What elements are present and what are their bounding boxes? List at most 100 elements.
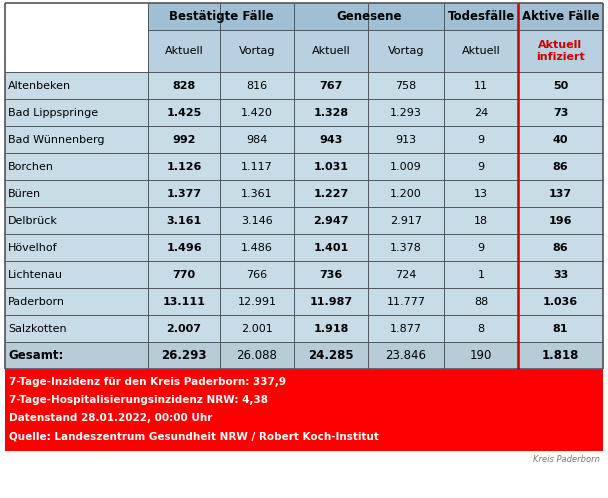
Text: 9: 9 <box>477 243 485 252</box>
Text: 13: 13 <box>474 189 488 199</box>
Text: 7-Tage-Inzidenz für den Kreis Paderborn: 337,9: 7-Tage-Inzidenz für den Kreis Paderborn:… <box>9 377 286 387</box>
Bar <box>5 180 603 207</box>
Text: Datenstand 28.01.2022, 00:00 Uhr: Datenstand 28.01.2022, 00:00 Uhr <box>9 413 212 423</box>
Text: 9: 9 <box>477 134 485 144</box>
Text: Aktuell: Aktuell <box>165 46 203 56</box>
Text: 816: 816 <box>246 81 268 91</box>
Text: 40: 40 <box>553 134 568 144</box>
Text: 9: 9 <box>477 161 485 171</box>
Text: 1.486: 1.486 <box>241 243 273 252</box>
Bar <box>148 3 603 30</box>
Text: 33: 33 <box>553 269 568 279</box>
Text: 1.918: 1.918 <box>313 324 348 334</box>
Bar <box>5 72 603 99</box>
Text: 12.991: 12.991 <box>238 296 277 306</box>
Text: 1.377: 1.377 <box>167 189 202 199</box>
Text: 1.378: 1.378 <box>390 243 422 252</box>
Text: Altenbeken: Altenbeken <box>8 81 71 91</box>
Text: 913: 913 <box>395 134 416 144</box>
Text: 1.420: 1.420 <box>241 108 273 118</box>
Text: 13.111: 13.111 <box>162 296 206 306</box>
Text: Aktuell: Aktuell <box>312 46 350 56</box>
Text: 758: 758 <box>395 81 416 91</box>
Text: Vortag: Vortag <box>239 46 275 56</box>
Text: 943: 943 <box>319 134 343 144</box>
Text: 1.361: 1.361 <box>241 189 273 199</box>
Text: Aktuell: Aktuell <box>461 46 500 56</box>
Text: 1.496: 1.496 <box>166 243 202 252</box>
Text: 2.001: 2.001 <box>241 324 273 334</box>
Text: 26.088: 26.088 <box>237 349 277 362</box>
Bar <box>5 369 603 451</box>
Text: 1.031: 1.031 <box>314 161 348 171</box>
Text: 2.917: 2.917 <box>390 216 422 226</box>
Bar <box>5 261 603 288</box>
Text: Vortag: Vortag <box>388 46 424 56</box>
Bar <box>5 153 603 180</box>
Text: 26.293: 26.293 <box>161 349 207 362</box>
Text: 724: 724 <box>395 269 416 279</box>
Text: 86: 86 <box>553 161 568 171</box>
Text: 24: 24 <box>474 108 488 118</box>
Text: 2.947: 2.947 <box>313 216 349 226</box>
Text: Lichtenau: Lichtenau <box>8 269 63 279</box>
Text: Todesfälle: Todesfälle <box>447 10 514 23</box>
Text: 766: 766 <box>246 269 268 279</box>
Text: 1: 1 <box>477 269 485 279</box>
Text: 1.818: 1.818 <box>542 349 579 362</box>
Text: 1.328: 1.328 <box>314 108 348 118</box>
Bar <box>148 30 603 72</box>
Text: 1.293: 1.293 <box>390 108 422 118</box>
Bar <box>5 30 148 72</box>
Text: 23.846: 23.846 <box>385 349 426 362</box>
Text: 81: 81 <box>553 324 568 334</box>
Text: 1.227: 1.227 <box>313 189 348 199</box>
Text: 984: 984 <box>246 134 268 144</box>
Text: Hövelhof: Hövelhof <box>8 243 58 252</box>
Text: 18: 18 <box>474 216 488 226</box>
Text: Gesamt:: Gesamt: <box>8 349 63 362</box>
Text: Bad Wünnenberg: Bad Wünnenberg <box>8 134 105 144</box>
Text: 992: 992 <box>172 134 196 144</box>
Text: 1.425: 1.425 <box>167 108 202 118</box>
Text: Genesene: Genesene <box>336 10 402 23</box>
Bar <box>5 234 603 261</box>
Bar <box>5 451 603 468</box>
Text: 7-Tage-Hospitalisierungsinzidenz NRW: 4,38: 7-Tage-Hospitalisierungsinzidenz NRW: 4,… <box>9 395 268 405</box>
Text: Delbrück: Delbrück <box>8 216 58 226</box>
Text: 2.007: 2.007 <box>167 324 201 334</box>
Bar <box>5 126 603 153</box>
Text: 1.117: 1.117 <box>241 161 273 171</box>
Text: 1.036: 1.036 <box>543 296 578 306</box>
Bar <box>5 342 603 369</box>
Bar <box>5 207 603 234</box>
Text: 24.285: 24.285 <box>308 349 354 362</box>
Text: 88: 88 <box>474 296 488 306</box>
Text: 11: 11 <box>474 81 488 91</box>
Text: 828: 828 <box>173 81 196 91</box>
Text: Kreis Paderborn: Kreis Paderborn <box>533 455 600 464</box>
Text: Bestätigte Fälle: Bestätigte Fälle <box>168 10 274 23</box>
Text: 50: 50 <box>553 81 568 91</box>
Text: 1.009: 1.009 <box>390 161 422 171</box>
Text: 86: 86 <box>553 243 568 252</box>
Bar <box>5 99 603 126</box>
Bar <box>5 3 148 30</box>
Text: 8: 8 <box>477 324 485 334</box>
Text: 11.777: 11.777 <box>387 296 426 306</box>
Text: Büren: Büren <box>8 189 41 199</box>
Text: 770: 770 <box>173 269 196 279</box>
Text: Aktive Fälle: Aktive Fälle <box>522 10 599 23</box>
Text: 1.200: 1.200 <box>390 189 422 199</box>
Text: Paderborn: Paderborn <box>8 296 65 306</box>
Text: 190: 190 <box>470 349 492 362</box>
Text: 1.126: 1.126 <box>167 161 202 171</box>
Text: 196: 196 <box>549 216 572 226</box>
Bar <box>5 288 603 315</box>
Text: Salzkotten: Salzkotten <box>8 324 67 334</box>
Text: 767: 767 <box>319 81 343 91</box>
Text: 1.877: 1.877 <box>390 324 422 334</box>
Text: 137: 137 <box>549 189 572 199</box>
Text: 1.401: 1.401 <box>313 243 348 252</box>
Text: 11.987: 11.987 <box>309 296 353 306</box>
